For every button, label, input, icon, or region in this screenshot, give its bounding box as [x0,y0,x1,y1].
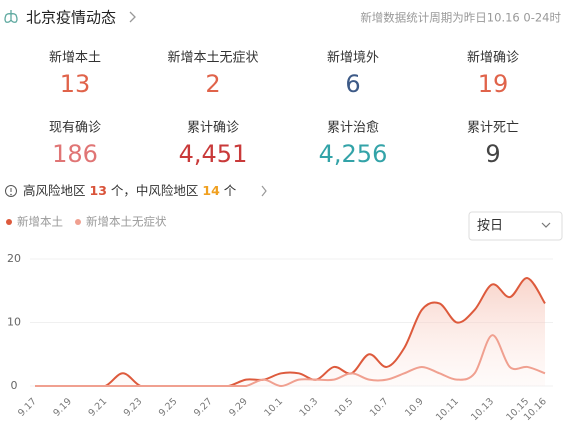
stat-label: 新增境外 [327,50,379,66]
risk-text: 个，中风险地区 [111,183,199,198]
stat-label: 累计治愈 [327,121,379,136]
legend-dot [6,219,12,225]
stat-value: 19 [478,70,509,98]
x-tick-label: 9.19 [51,396,74,419]
legend-label: 新增本土无症状 [86,215,167,229]
stat-value: 9 [485,140,500,168]
title: 北京疫情动态 [26,9,116,27]
risk-text: 高风险地区 [23,183,86,198]
x-tick-label: 10.7 [368,396,391,419]
info-icon [5,185,17,197]
stat-value: 4,451 [179,140,248,168]
dropdown-arrow [541,222,551,228]
stat-value: 186 [52,140,98,168]
stat-value: 13 [60,70,91,98]
stat-value: 4,256 [319,140,388,168]
stat-label: 新增确诊 [467,50,519,66]
y-tick-label: 0 [11,379,18,392]
stat-label: 现有确诊 [49,121,101,136]
risk-line: 高风险地区 13 个，中风险地区 14 个 [23,183,237,198]
stat-label: 累计死亡 [467,121,519,136]
x-tick-label: 9.29 [227,396,250,419]
series-line [35,277,546,387]
legend-dot [75,219,81,225]
subtitle: 新增数据统计周期为昨日10.16 0-24时 [360,11,561,25]
x-tick-label: 10.5 [333,396,356,419]
risk-mid: 14 [202,183,220,198]
x-tick-label: 10.13 [469,396,496,423]
legend-label: 新增本土 [17,215,63,229]
x-tick-label: 10.1 [262,396,285,419]
area [35,278,545,386]
stat-value: 2 [205,70,220,98]
lungs-icon [4,10,18,23]
risk-text: 个 [224,183,237,198]
stat-label: 新增本土 [49,50,101,66]
x-tick-label: 9.27 [192,396,215,419]
x-tick-label: 10.3 [298,396,321,419]
x-tick-label: 10.9 [403,396,426,419]
y-tick-label: 20 [7,252,21,265]
risk-high: 13 [90,183,107,198]
x-tick-label: 9.23 [122,396,145,419]
x-tick-label: 9.25 [157,396,180,419]
stat-value: 6 [345,70,360,98]
x-tick-label: 9.21 [86,396,109,419]
dropdown-box[interactable] [468,211,563,241]
y-tick-label: 10 [7,316,21,329]
stat-label: 新增本土无症状 [167,50,258,66]
stat-label: 累计确诊 [187,121,239,136]
series-line [35,334,546,388]
chevron[interactable] [129,11,136,23]
dropdown[interactable]: 按日 [468,211,563,241]
chevron[interactable] [261,185,267,197]
x-tick-label: 10.11 [434,396,461,423]
x-tick-label: 9.17 [16,396,39,419]
dropdown-label: 按日 [477,219,503,234]
